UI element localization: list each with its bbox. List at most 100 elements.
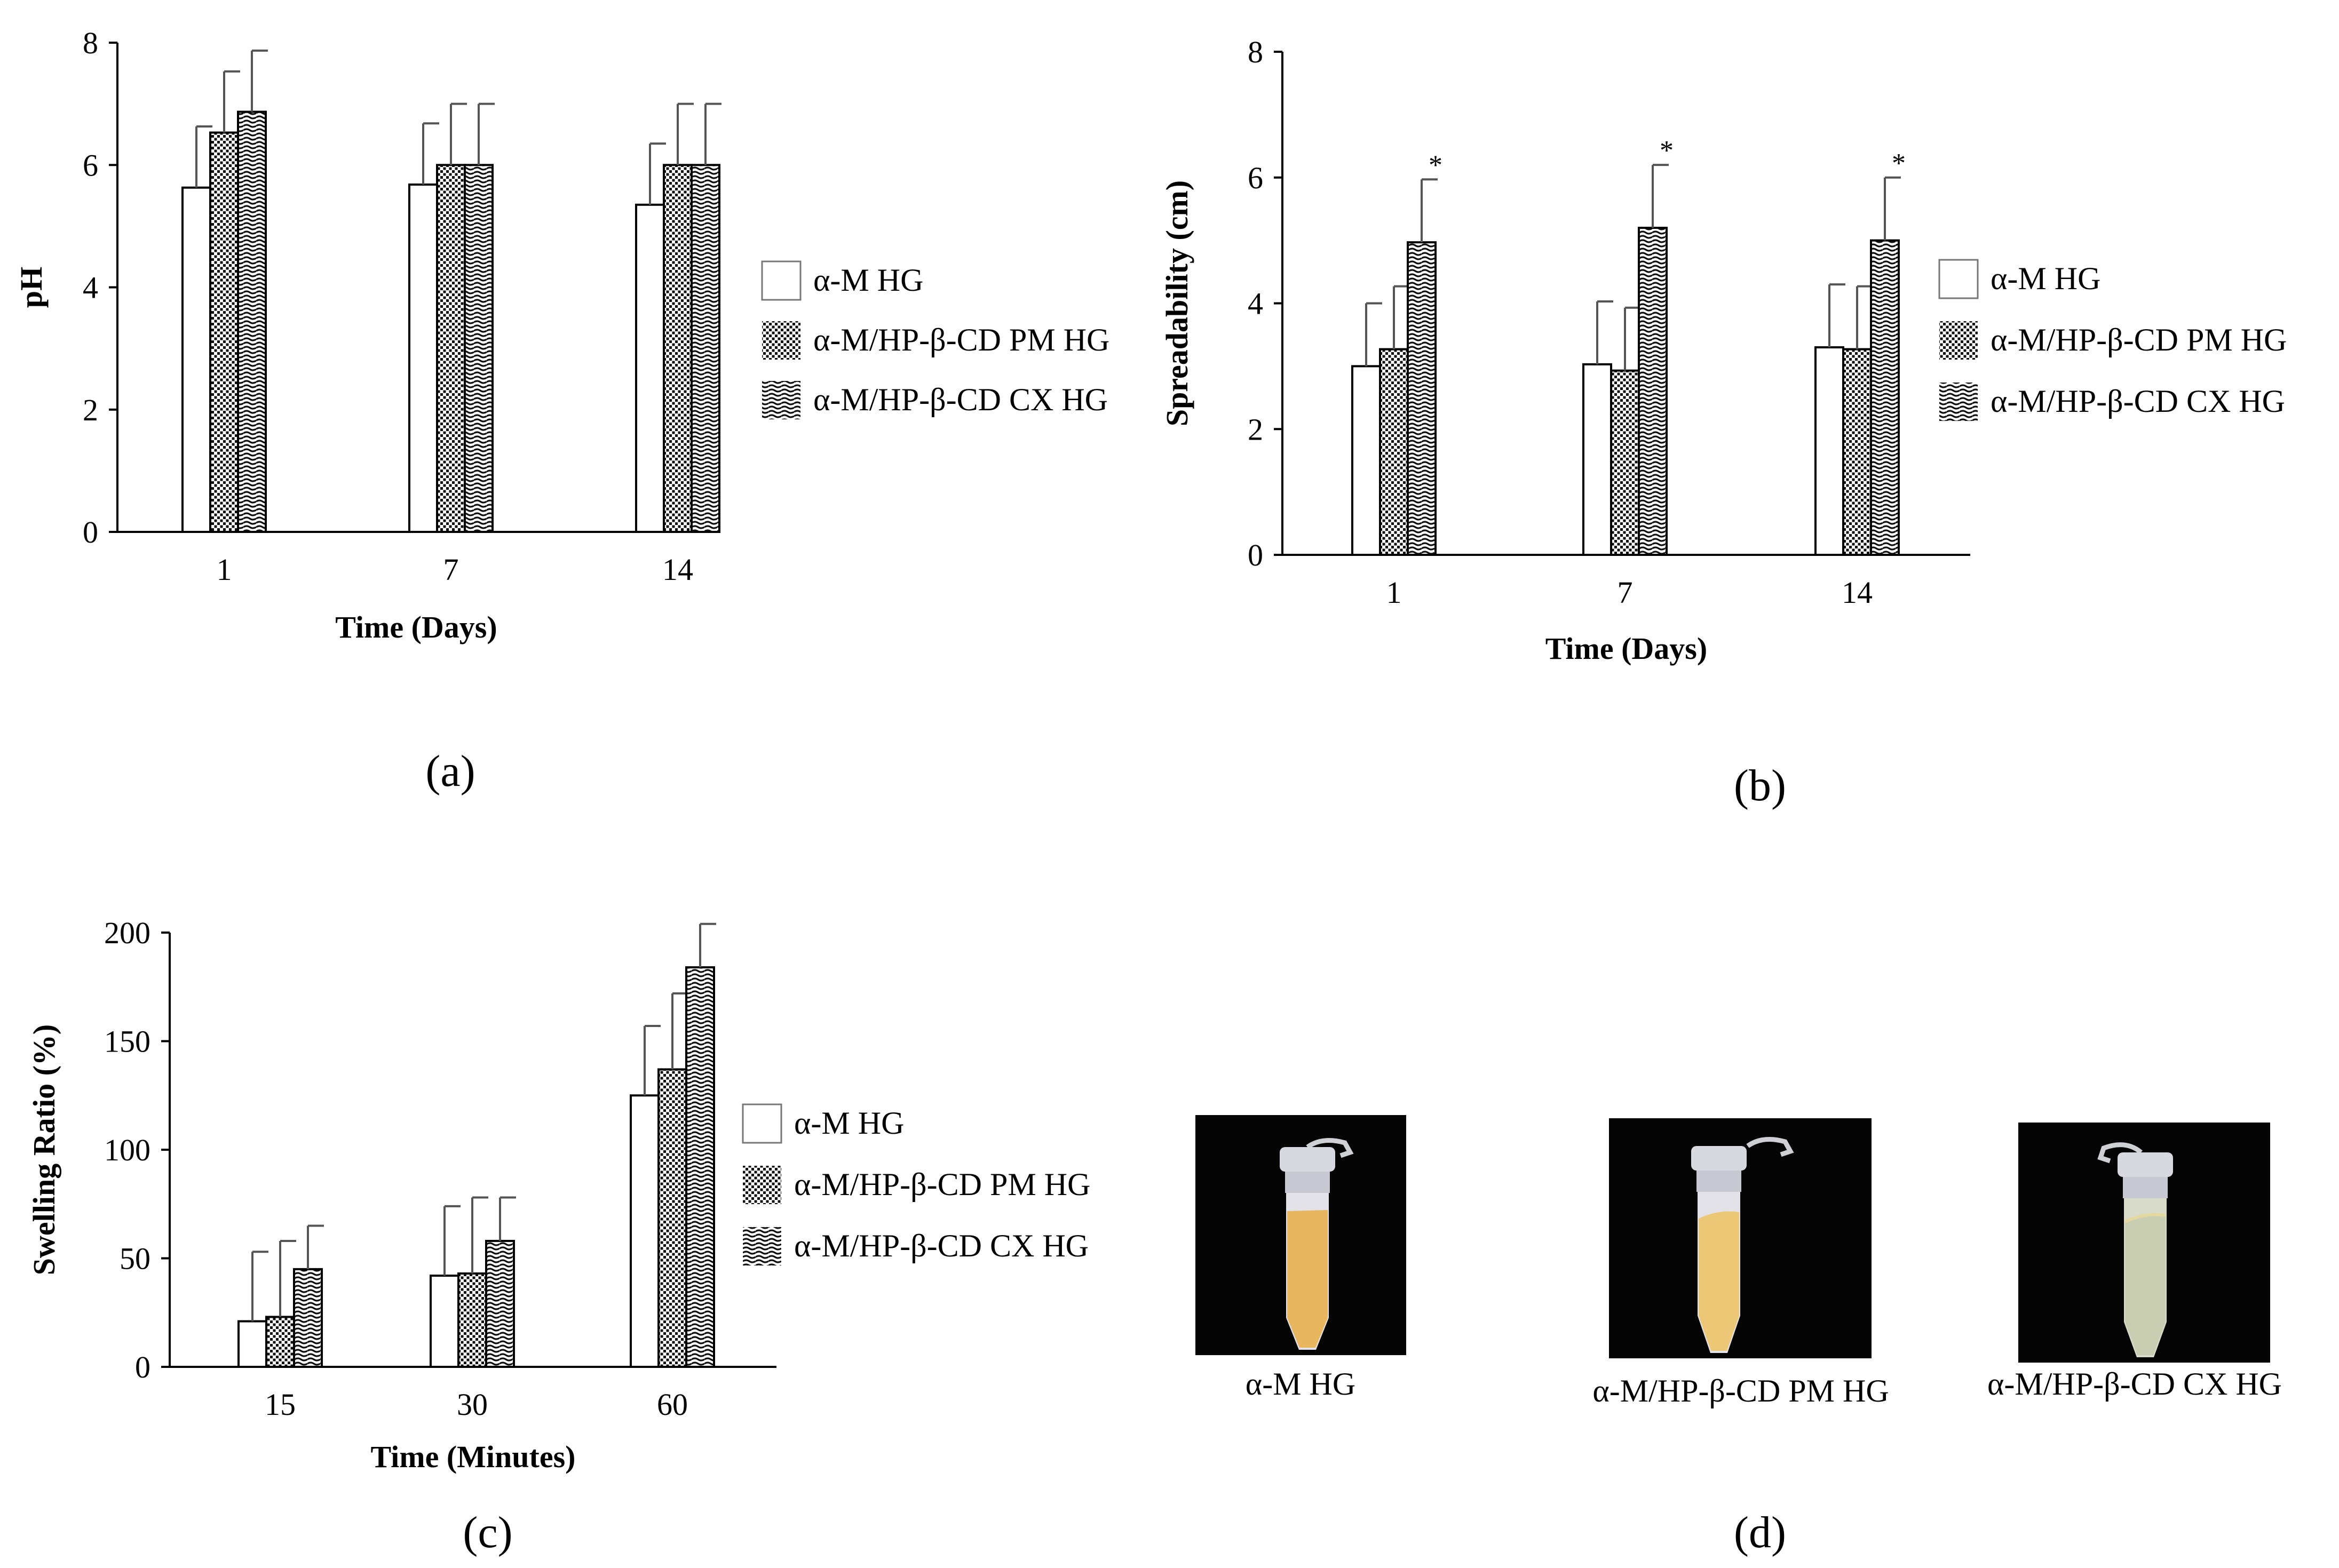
y-tick-label: 2 xyxy=(1248,412,1263,447)
photo-caption-1: α-M HG xyxy=(1246,1366,1355,1402)
y-tick-label: 4 xyxy=(1248,286,1263,321)
y-tick-label: 0 xyxy=(135,1350,150,1384)
bar-s2-c1 xyxy=(1638,227,1668,556)
bar-s1-c1 xyxy=(436,164,466,533)
bar-s2-c2 xyxy=(1870,239,1900,556)
bar-s1-c1 xyxy=(457,1272,487,1368)
legend-label-2: α-M/HP-β-CD CX HG xyxy=(813,382,1108,417)
legend-swatch-2 xyxy=(762,381,800,419)
legend: α-M HG α-M/HP-β-CD PM HG α-M/HP-β-CD CX HG xyxy=(1938,259,2287,421)
bar-s2-c0 xyxy=(293,1268,323,1368)
legend: α-M HG α-M/HP-β-CD PM HG α-M/HP-β-CD CX HG xyxy=(742,1103,1090,1265)
photo-tube-3 xyxy=(2018,1123,2270,1363)
legend-label-1: α-M/HP-β-CD PM HG xyxy=(1991,322,2287,357)
bar-s1-c2 xyxy=(663,164,693,533)
bar-s1-c0 xyxy=(209,131,239,533)
bar-s2-c0 xyxy=(237,110,267,533)
legend-swatch-1 xyxy=(743,1166,781,1204)
y-tick-label: 6 xyxy=(1248,161,1263,195)
bar-s1-c0 xyxy=(265,1316,295,1368)
x-tick-label: 30 xyxy=(457,1387,488,1422)
bar-s0-c2 xyxy=(635,203,665,534)
bar-s2-c1 xyxy=(464,164,494,533)
legend-label-0: α-M HG xyxy=(794,1105,904,1141)
bar-s0-c1 xyxy=(430,1275,459,1368)
legend-swatch-2 xyxy=(743,1227,781,1265)
bar-s0-c0 xyxy=(1351,365,1381,556)
legend-label-1: α-M/HP-β-CD PM HG xyxy=(813,322,1109,357)
tube-fill xyxy=(1287,1210,1328,1348)
panel-label-c: (c) xyxy=(463,1508,512,1557)
bar-s0-c0 xyxy=(237,1320,267,1368)
significance-star: * xyxy=(1660,136,1674,166)
x-tick-label: 60 xyxy=(657,1387,688,1422)
y-tick-label: 8 xyxy=(1248,35,1263,69)
photo-panel: α-M HG α-M/HP-β-CD PM HG α-M/ xyxy=(1195,1115,2282,1408)
bar-s1-c0 xyxy=(1379,348,1409,556)
tube-icon xyxy=(1691,1137,1794,1353)
legend-label-2: α-M/HP-β-CD CX HG xyxy=(1991,384,2285,419)
y-axis-title: Swelling Ratio (%) xyxy=(27,1024,61,1275)
bar-s1-c2 xyxy=(1842,348,1872,556)
y-tick-label: 2 xyxy=(83,393,98,427)
photo-caption-3: α-M/HP-β-CD CX HG xyxy=(1987,1366,2282,1402)
x-tick-label: 14 xyxy=(662,552,693,587)
legend-label-1: α-M/HP-β-CD PM HG xyxy=(794,1167,1090,1202)
chart-c: 0 50 100 150 200 15 30 60 Time (Minutes) Swelling… xyxy=(27,916,1090,1474)
tube-fill xyxy=(2125,1215,2166,1355)
y-tick-label: 8 xyxy=(83,26,98,60)
x-tick-label: 7 xyxy=(443,552,459,587)
tube-icon xyxy=(2097,1142,2173,1357)
panel-label-b: (b) xyxy=(1734,761,1786,810)
y-tick-label: 0 xyxy=(1248,538,1263,572)
bar-s2-c2 xyxy=(691,164,720,533)
bar-s1-c2 xyxy=(657,1068,687,1368)
significance-star: * xyxy=(1429,150,1442,180)
chart-b: 0 2 4 6 8 * 1 * 7 * 14 Time (Days) Spreadability (cm… xyxy=(1160,35,2287,666)
y-tick-label: 50 xyxy=(120,1241,150,1276)
bar-s2-c2 xyxy=(685,966,715,1368)
x-tick-label: 1 xyxy=(217,552,232,587)
x-axis-title: Time (Days) xyxy=(335,610,497,644)
bar-s1-c1 xyxy=(1610,369,1640,556)
legend-label-0: α-M HG xyxy=(813,262,923,298)
y-tick-label: 100 xyxy=(104,1133,150,1167)
x-tick-label: 7 xyxy=(1618,575,1633,610)
y-tick-label: 0 xyxy=(83,515,98,550)
x-axis-title: Time (Minutes) xyxy=(371,1439,576,1474)
legend-swatch-0 xyxy=(742,1103,782,1144)
legend-swatch-2 xyxy=(1939,383,1978,421)
bar-s0-c2 xyxy=(1814,346,1844,556)
bar-s0-c0 xyxy=(181,186,211,533)
chart-a: 0 2 4 6 8 1 7 14 Time (Days) pH α-M HG α-M/HP-β-CD … xyxy=(14,26,1109,644)
bar-s2-c0 xyxy=(1407,241,1437,556)
bar-s0-c2 xyxy=(630,1094,660,1368)
legend: α-M HG α-M/HP-β-CD PM HG α-M/HP-β-CD CX HG xyxy=(761,260,1109,419)
bar-s2-c1 xyxy=(485,1239,515,1368)
photo-tube-2 xyxy=(1609,1118,1872,1358)
y-tick-label: 150 xyxy=(104,1024,150,1059)
y-axis-title: pH xyxy=(14,267,49,308)
tube-fill xyxy=(1699,1211,1739,1351)
panel-label-a: (a) xyxy=(425,746,475,796)
y-tick-label: 200 xyxy=(104,916,150,950)
x-tick-label: 1 xyxy=(1386,575,1402,610)
bar-s0-c1 xyxy=(1582,363,1612,556)
legend-label-2: α-M/HP-β-CD CX HG xyxy=(794,1228,1089,1263)
x-tick-label: 14 xyxy=(1842,575,1873,610)
photo-tube-1 xyxy=(1195,1115,1406,1355)
bar-s0-c1 xyxy=(408,183,438,533)
x-axis-title: Time (Days) xyxy=(1545,631,1707,666)
legend-label-0: α-M HG xyxy=(1991,261,2100,296)
legend-swatch-1 xyxy=(762,321,800,360)
significance-star: * xyxy=(1892,148,1906,179)
tube-icon xyxy=(1280,1138,1354,1350)
y-tick-label: 6 xyxy=(83,148,98,182)
legend-swatch-0 xyxy=(761,260,802,301)
panel-label-d: (d) xyxy=(1734,1508,1786,1557)
y-axis-title: Spreadability (cm) xyxy=(1160,180,1194,426)
y-tick-label: 4 xyxy=(83,270,98,305)
x-tick-label: 15 xyxy=(265,1387,296,1422)
photo-caption-2: α-M/HP-β-CD PM HG xyxy=(1592,1373,1889,1408)
